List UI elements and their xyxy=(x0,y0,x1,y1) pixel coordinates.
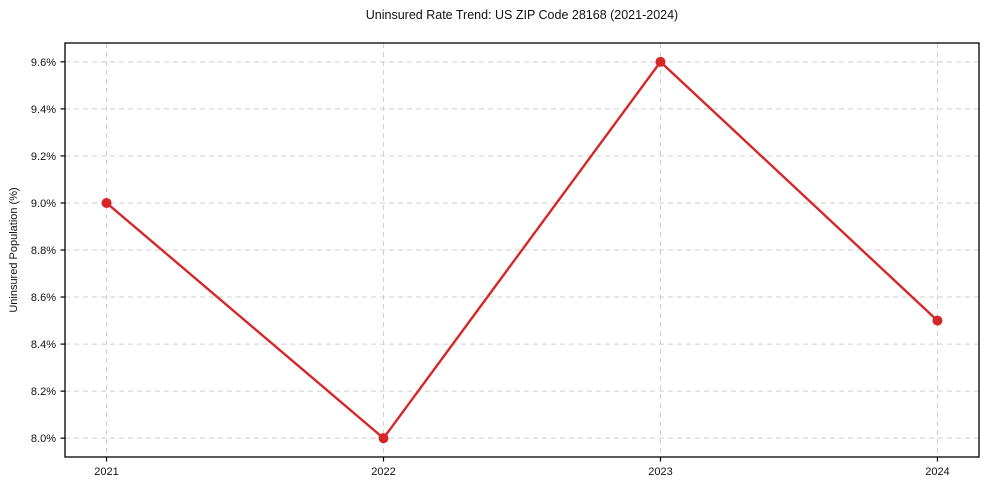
data-point-marker xyxy=(378,433,389,444)
x-tick-label: 2021 xyxy=(94,466,118,478)
y-tick-label: 8.8% xyxy=(31,245,56,257)
y-tick-label: 8.0% xyxy=(31,433,56,445)
y-tick-label: 9.6% xyxy=(31,57,56,69)
y-tick-label: 8.4% xyxy=(31,339,56,351)
x-tick-label: 2022 xyxy=(371,466,395,478)
trend-line xyxy=(105,60,939,440)
data-point-marker xyxy=(655,56,666,67)
chart-title: Uninsured Rate Trend: US ZIP Code 28168 … xyxy=(365,8,679,22)
y-tick-label: 9.4% xyxy=(31,104,56,116)
data-point-marker xyxy=(101,197,112,208)
y-tick-label: 9.2% xyxy=(31,151,56,163)
y-axis-label-text: Uninsured Population (%) xyxy=(8,187,20,313)
y-tick-label: 8.6% xyxy=(31,292,56,304)
y-tick-label: 9.0% xyxy=(31,198,56,210)
data-point-marker xyxy=(932,315,943,326)
y-tick-label: 8.2% xyxy=(31,386,56,398)
x-tick-label: 2023 xyxy=(648,466,672,478)
x-tick-label: 2024 xyxy=(925,466,949,478)
